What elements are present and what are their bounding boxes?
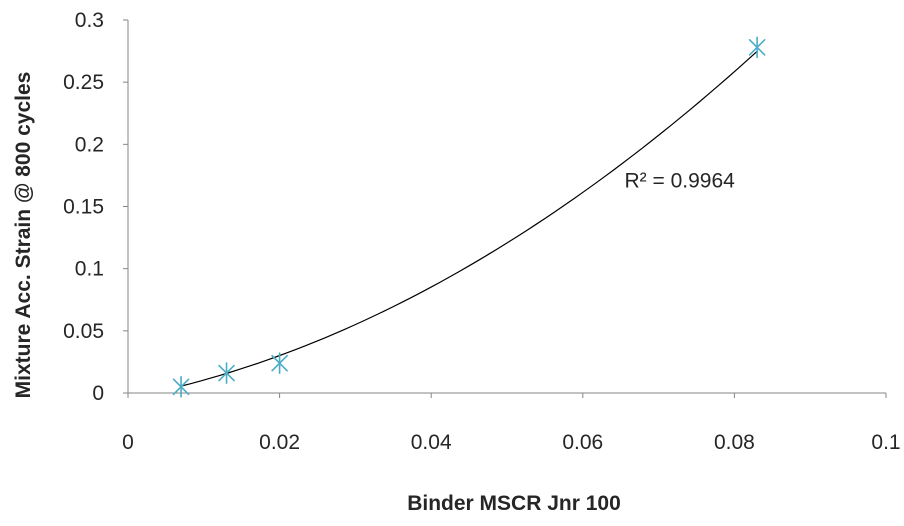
y-tick-label: 0: [92, 382, 104, 405]
x-tick-label: 0.1: [871, 431, 900, 454]
x-tick-label: 0.08: [714, 431, 755, 454]
x-tick-label: 0.06: [562, 431, 603, 454]
data-point: [218, 362, 235, 384]
data-points-layer: [172, 36, 766, 398]
y-axis-title: Mixture Acc. Strain @ 800 cycles: [12, 72, 35, 399]
y-tick-label: 0.05: [63, 320, 104, 343]
y-tick-label: 0.1: [75, 258, 104, 281]
x-axis-title: Binder MSCR Jnr 100: [407, 492, 621, 515]
y-tick-label: 0.2: [75, 133, 104, 156]
axes-layer: [123, 19, 887, 398]
polynomial-trendline: [180, 50, 758, 387]
trendline-layer: [180, 50, 758, 387]
data-point: [172, 375, 190, 398]
y-tick-label: 0.3: [75, 9, 104, 32]
y-tick-label: 0.25: [63, 71, 104, 94]
y-tick-label: 0.15: [63, 196, 104, 219]
data-point: [271, 352, 288, 374]
data-point: [748, 36, 766, 59]
x-tick-label: 0.02: [259, 431, 300, 454]
labels-layer: 0 0.05 0.1 0.15 0.2 0.25 0.3 0 0.02 0.04 0.06 0.08 0…: [63, 9, 900, 454]
r-squared-annotation: R² = 0.9964: [624, 169, 735, 192]
x-tick-label: 0.04: [411, 431, 452, 454]
x-tick-label: 0: [122, 431, 134, 454]
